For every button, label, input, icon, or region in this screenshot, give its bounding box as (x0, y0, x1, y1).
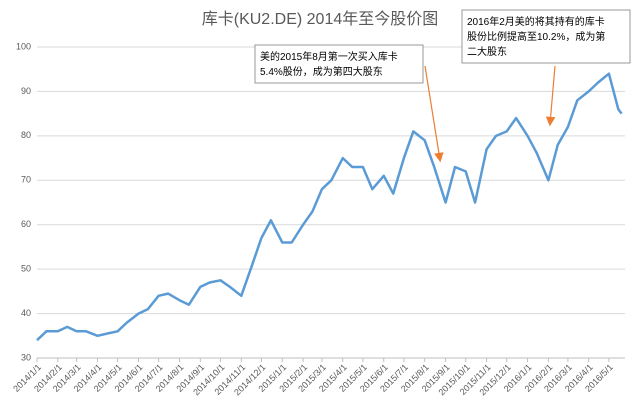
annotation-text: 二大股东 (467, 45, 507, 58)
y-tick-label: 100 (16, 41, 31, 51)
annotation-arrow (424, 65, 444, 163)
chart-title: 库卡(KU2.DE) 2014年至今股价图 (202, 10, 439, 28)
y-tick-label: 80 (21, 130, 31, 140)
y-tick-label: 60 (21, 219, 31, 229)
y-tick-label: 40 (21, 308, 31, 318)
annotation-text: 股份比例提高至10.2%，成为第 (467, 30, 605, 43)
annotation-text: 美的2015年8月第一次买入库卡 (260, 50, 398, 63)
y-tick-label: 70 (21, 175, 31, 185)
y-tick-label: 90 (21, 86, 31, 96)
annotation-box (254, 44, 424, 84)
annotation-text: 5.4%股份，成为第四大股东 (260, 65, 383, 78)
annotation-arrow (545, 65, 556, 127)
y-tick-label: 30 (21, 352, 31, 362)
y-tick-label: 50 (21, 264, 31, 274)
annotation-box (461, 9, 631, 64)
annotation-text: 2016年2月美的将其持有的库卡 (467, 15, 605, 28)
price-line (36, 72, 623, 342)
